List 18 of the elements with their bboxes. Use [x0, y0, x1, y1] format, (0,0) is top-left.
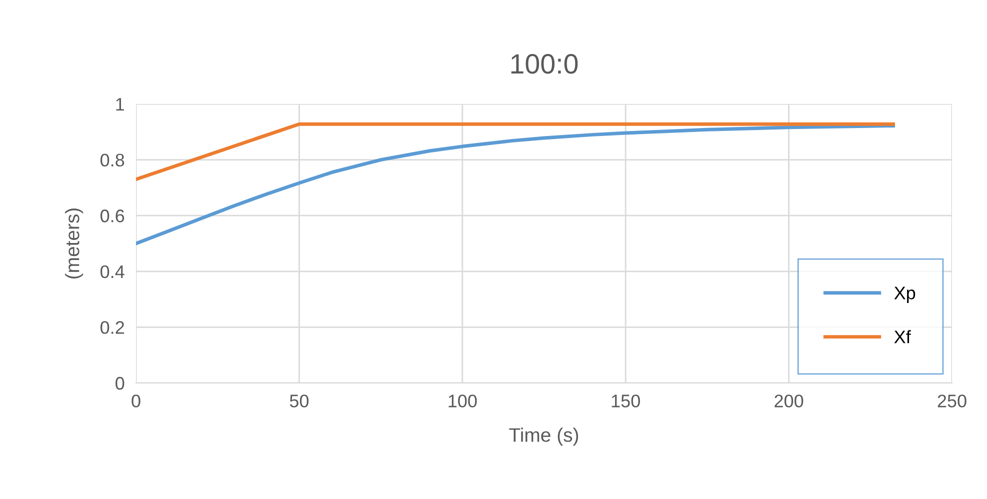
legend-label: Xp — [894, 286, 916, 303]
legend-label: Xf — [894, 330, 911, 344]
y-tick-label: 0.6 — [100, 210, 124, 222]
x-tick-label: 50 — [290, 394, 309, 408]
x-tick-label: 200 — [774, 394, 804, 408]
x-tick-label: 0 — [132, 394, 140, 408]
chart-title: 100:0 — [511, 54, 578, 74]
x-axis-title: Time (s) — [509, 428, 578, 446]
y-axis-title: (meters) — [65, 208, 84, 278]
y-tick-label: 1 — [116, 98, 124, 111]
line-series — [136, 124, 895, 246]
y-tick-label: 0.4 — [100, 265, 124, 278]
y-tick-label: 0.8 — [100, 154, 124, 167]
y-tick-label: 0.2 — [100, 321, 124, 334]
x-tick-label: 150 — [612, 394, 640, 408]
x-tick-label: 250 — [938, 394, 966, 408]
y-tick-label: 0 — [116, 376, 124, 390]
x-tick-label: 100 — [448, 394, 477, 408]
